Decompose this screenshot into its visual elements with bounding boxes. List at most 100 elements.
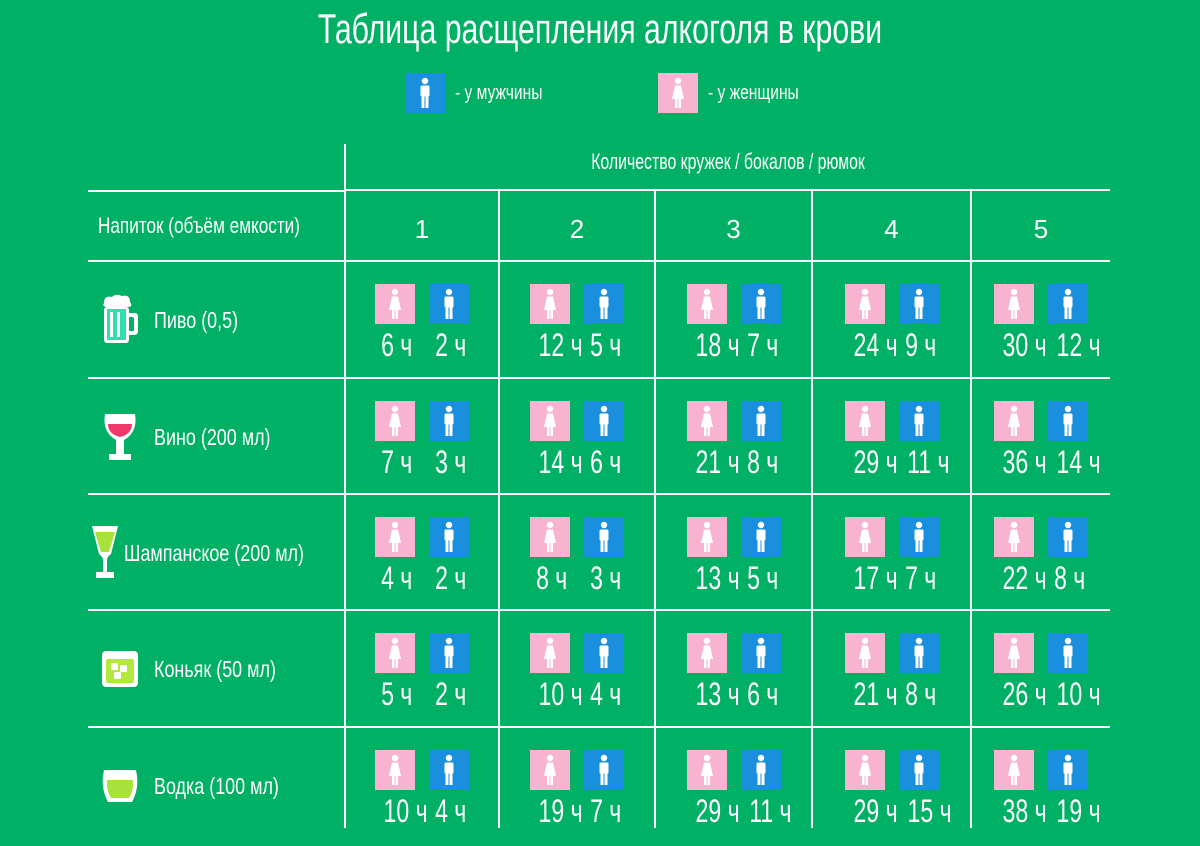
female-time: 18 ч — [695, 327, 740, 363]
table-row-label: Шампанское (200 мл) — [88, 495, 344, 611]
male-time: 6 ч — [746, 676, 778, 712]
table-cell: 8 ч 3 ч — [500, 495, 654, 611]
table-row-label: Вино (200 мл) — [88, 379, 344, 495]
male-time: 5 ч — [590, 327, 622, 363]
female-time: 5 ч — [381, 676, 413, 712]
female-figure-icon — [686, 633, 727, 673]
drink-name: Коньяк (50 мл) — [154, 655, 276, 682]
male-figure-icon — [584, 401, 624, 441]
female-time: 14 ч — [538, 444, 583, 480]
table-cell: 30 ч 12 ч — [972, 262, 1110, 378]
male-figure-icon — [740, 750, 781, 790]
female-figure-icon — [375, 401, 415, 441]
female-time: 38 ч — [1002, 793, 1047, 829]
grid-line-horizontal — [88, 377, 1110, 379]
male-figure-icon — [429, 401, 469, 441]
male-figure-icon — [1048, 517, 1088, 557]
male-time: 5 ч — [746, 560, 778, 596]
female-figure-icon — [530, 750, 570, 790]
female-time: 8 ч — [536, 560, 568, 596]
female-figure-icon — [994, 517, 1034, 557]
male-time: 2 ч — [435, 676, 467, 712]
female-time: 7 ч — [381, 444, 413, 480]
male-figure-icon — [898, 284, 939, 324]
male-time: 9 ч — [904, 327, 936, 363]
grid-line-vertical — [498, 190, 500, 828]
male-figure-icon — [429, 750, 469, 790]
male-figure-icon — [429, 633, 469, 673]
legend-female-label: - у женщины — [708, 81, 799, 104]
male-time: 3 ч — [590, 560, 622, 596]
cognac-glass-icon — [90, 649, 150, 689]
legend-female: - у женщины — [658, 73, 824, 113]
column-header-1: 1 — [414, 214, 430, 244]
female-figure-icon — [530, 401, 570, 441]
male-figure-icon — [429, 284, 469, 324]
grid-line-horizontal — [88, 609, 1110, 611]
column-header-2: 2 — [569, 214, 585, 244]
table-cell: 26 ч 10 ч — [972, 611, 1110, 727]
male-figure-icon — [740, 401, 781, 441]
table-cell: 29 ч 15 ч — [813, 728, 970, 844]
male-time: 19 ч — [1056, 793, 1101, 829]
male-figure-icon — [898, 633, 939, 673]
male-time: 2 ч — [435, 560, 467, 596]
female-figure-icon — [844, 401, 885, 441]
female-figure-icon — [686, 517, 727, 557]
female-figure-icon — [530, 517, 570, 557]
male-time: 4 ч — [590, 676, 622, 712]
column-header-5: 5 — [1033, 214, 1049, 244]
female-time: 29 ч — [853, 793, 898, 829]
male-figure-icon — [584, 633, 624, 673]
female-time: 29 ч — [695, 793, 740, 829]
male-figure-icon — [740, 633, 781, 673]
male-time: 12 ч — [1056, 327, 1101, 363]
male-time: 8 ч — [1054, 560, 1086, 596]
female-time: 19 ч — [538, 793, 583, 829]
male-figure-icon — [584, 517, 624, 557]
male-time: 15 ч — [907, 793, 952, 829]
female-figure-icon — [375, 284, 415, 324]
male-time: 7 ч — [904, 560, 936, 596]
champagne-glass-icon — [90, 524, 120, 582]
male-time: 10 ч — [1056, 676, 1101, 712]
female-time: 21 ч — [853, 676, 898, 712]
female-figure-icon — [375, 750, 415, 790]
female-figure-icon — [994, 633, 1034, 673]
male-time: 3 ч — [435, 444, 467, 480]
female-time: 10 ч — [383, 793, 428, 829]
female-figure-icon — [686, 401, 727, 441]
legend-male: - у мужчины — [405, 73, 567, 113]
male-time: 4 ч — [435, 793, 467, 829]
male-time: 11 ч — [906, 444, 950, 480]
table-cell: 4 ч 2 ч — [346, 495, 498, 611]
male-time: 7 ч — [590, 793, 622, 829]
female-time: 10 ч — [538, 676, 583, 712]
female-time: 26 ч — [1002, 676, 1047, 712]
grid-line-horizontal — [88, 493, 1110, 495]
table-row-label: Водка (100 мл) — [88, 728, 344, 844]
female-time: 4 ч — [381, 560, 413, 596]
female-time: 36 ч — [1002, 444, 1047, 480]
table-cell: 7 ч 3 ч — [346, 379, 498, 495]
male-time: 8 ч — [746, 444, 778, 480]
female-time: 17 ч — [853, 560, 898, 596]
female-figure-icon — [375, 517, 415, 557]
page-title: Таблица расщепления алкоголя в крови — [317, 5, 883, 52]
male-figure-icon — [1048, 750, 1088, 790]
female-figure-icon — [994, 750, 1034, 790]
table-row-label: Пиво (0,5) — [88, 262, 344, 378]
female-figure-icon — [686, 750, 727, 790]
female-figure-icon — [994, 401, 1034, 441]
grid-line-vertical — [970, 190, 972, 828]
male-figure-icon — [1048, 284, 1088, 324]
female-time: 12 ч — [538, 327, 583, 363]
female-figure-icon — [658, 73, 698, 113]
